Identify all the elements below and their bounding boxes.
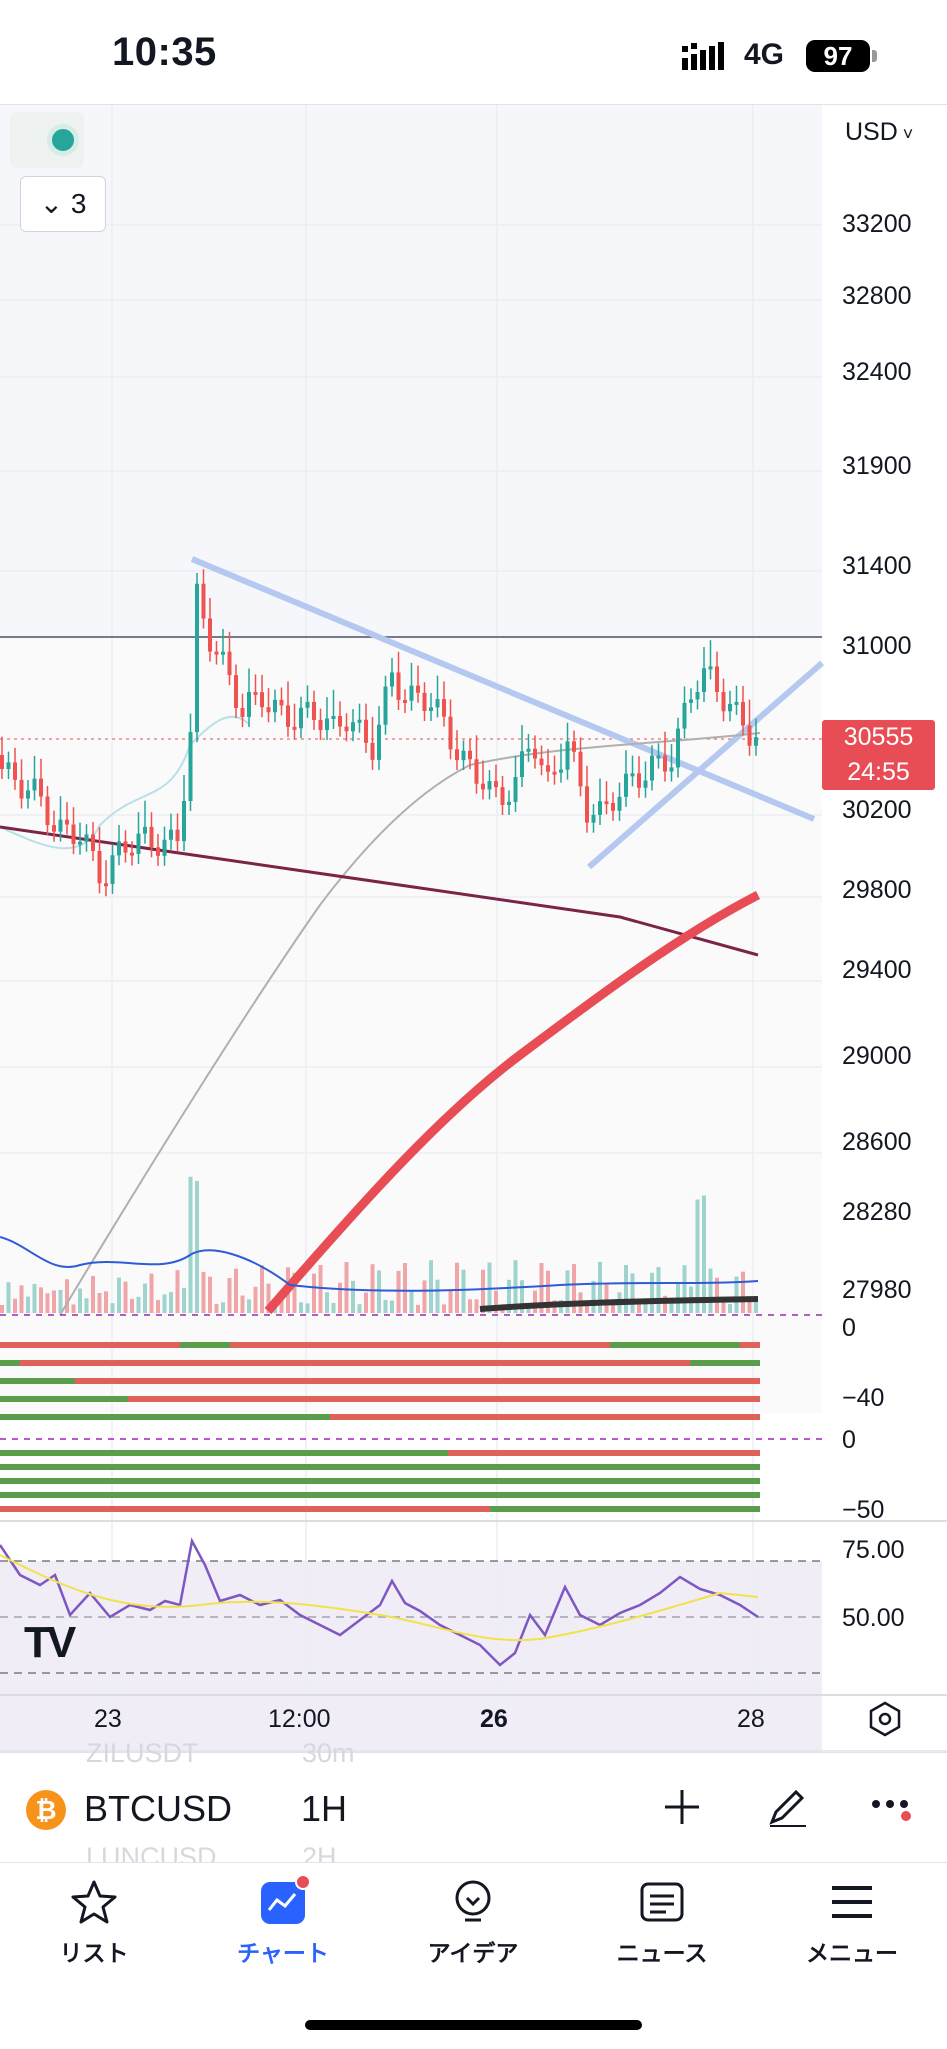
- bar-countdown: 24:55: [847, 758, 910, 786]
- tab-label: アイデア: [427, 1940, 519, 1966]
- price-tick: 30200: [842, 796, 912, 824]
- tab-label: リスト: [59, 1940, 129, 1966]
- indicator-tick: 0: [842, 1314, 856, 1342]
- price-tick: 29800: [842, 876, 912, 904]
- time-label: 23: [94, 1705, 122, 1733]
- ghost-interval-top: 30m: [302, 1738, 355, 1768]
- last-price-badge: 30555 24:55: [822, 720, 935, 790]
- battery-icon: 97: [806, 40, 870, 72]
- menu-icon: [832, 1886, 872, 1918]
- price-tick: 27980: [842, 1276, 912, 1304]
- last-price-value: 30555: [843, 723, 914, 751]
- volume-ma-blue: [0, 1236, 759, 1292]
- price-tick: 32400: [842, 358, 912, 386]
- indicator-tick: −40: [842, 1384, 885, 1412]
- ema-red: [264, 890, 761, 1314]
- network-type: 4G: [744, 38, 785, 71]
- tab-ideas[interactable]: アイデア: [393, 1876, 553, 1976]
- tab-menu[interactable]: メニュー: [772, 1876, 932, 1976]
- news-icon: [640, 1882, 684, 1922]
- indicator-count: 3: [70, 188, 87, 219]
- oscillator-1: [0, 1342, 760, 1420]
- candlesticks: [0, 569, 758, 897]
- ma-black: [479, 1296, 759, 1312]
- trend-line-lower[interactable]: [587, 660, 824, 870]
- chevron-down-icon: ⌄: [39, 188, 64, 219]
- symbol-selector[interactable]: BTCUSD: [84, 1788, 233, 1829]
- indicator-tick: 50.00: [842, 1604, 905, 1632]
- price-tick: 28600: [842, 1128, 912, 1156]
- price-tick: 31400: [842, 552, 912, 580]
- tab-label: ニュース: [616, 1940, 708, 1966]
- currency-selector[interactable]: USD ˅: [845, 118, 913, 147]
- indicator-tick: −50: [842, 1496, 885, 1524]
- symbol-bar: [0, 1752, 947, 1863]
- price-tick: 29400: [842, 956, 912, 984]
- live-status-icon[interactable]: [47, 124, 79, 156]
- chart-settings-icon[interactable]: [866, 1700, 904, 1738]
- currency-label: USD: [845, 118, 898, 146]
- indicators-collapse-button[interactable]: ⌄ 3: [20, 176, 106, 232]
- price-tick: 33200: [842, 210, 912, 238]
- tab-label: チャート: [237, 1940, 329, 1966]
- chart-area[interactable]: [0, 104, 947, 1753]
- interval-selector[interactable]: 1H: [301, 1788, 348, 1829]
- signal-icon: [682, 42, 724, 70]
- ma-gray: [59, 732, 761, 1316]
- tradingview-logo: TV: [24, 1618, 76, 1667]
- bottom-tab-bar: [0, 1862, 947, 2049]
- time-label: 28: [737, 1705, 765, 1733]
- pen-icon[interactable]: [762, 1782, 812, 1832]
- status-bar: 10:35 4G 97: [0, 0, 947, 104]
- time-label: 26: [480, 1705, 508, 1733]
- price-tick: 31000: [842, 632, 912, 660]
- bulb-icon: [455, 1880, 491, 1922]
- trend-line-upper[interactable]: [190, 556, 816, 822]
- home-indicator: [305, 2020, 642, 2030]
- tab-chart[interactable]: チャート: [203, 1876, 363, 1976]
- rsi-line: [0, 1537, 759, 1667]
- indicator-tick: 75.00: [842, 1536, 905, 1564]
- ema-light-blue: [0, 715, 251, 850]
- status-time: 10:35: [112, 30, 217, 74]
- price-tick: 31900: [842, 452, 912, 480]
- oscillator-2: [0, 1450, 760, 1512]
- chevron-down-icon: ˅: [897, 124, 914, 144]
- price-tick: 32800: [842, 282, 912, 310]
- star-icon: [71, 1880, 117, 1924]
- price-tick: 29000: [842, 1042, 912, 1070]
- tab-list[interactable]: リスト: [14, 1876, 174, 1976]
- ma-purple: [0, 825, 759, 957]
- price-tick: 28280: [842, 1198, 912, 1226]
- tab-news[interactable]: ニュース: [582, 1876, 742, 1976]
- plus-icon[interactable]: [657, 1782, 707, 1832]
- chart-canvas[interactable]: [0, 105, 947, 1753]
- more-icon[interactable]: [868, 1782, 918, 1832]
- bitcoin-icon: ₿: [26, 1790, 66, 1830]
- tab-label: メニュー: [806, 1940, 898, 1966]
- indicator-tick: 0: [842, 1426, 856, 1454]
- ghost-symbol-top: ZILUSDT: [86, 1738, 199, 1768]
- time-label: 12:00: [268, 1705, 331, 1733]
- chart-icon: [261, 1876, 309, 1924]
- battery-tip: [872, 50, 877, 62]
- rsi-ma-line: [0, 1554, 759, 1642]
